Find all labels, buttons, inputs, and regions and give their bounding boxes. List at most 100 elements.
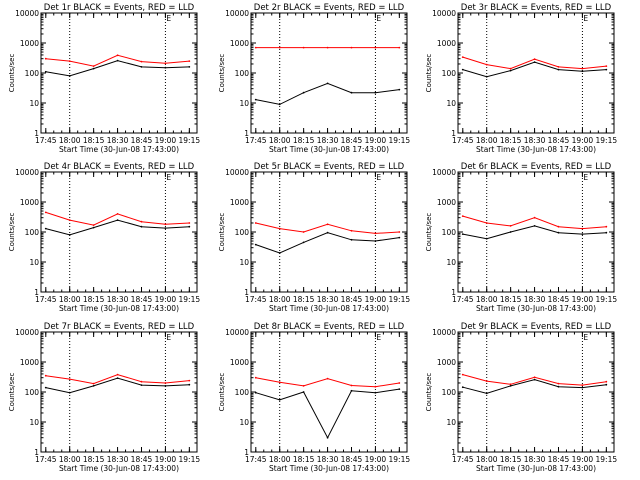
events-data-point	[461, 386, 464, 389]
lld-data-point	[461, 215, 464, 218]
x-tick-label: 18:30	[524, 136, 546, 145]
marker-label: E	[166, 333, 171, 342]
x-tick-label: 18:45	[131, 136, 153, 145]
y-tick-label: 10	[29, 418, 39, 427]
lld-data-point	[254, 46, 257, 49]
x-tick-label: 18:30	[317, 295, 339, 304]
lld-data-point	[374, 46, 377, 49]
y-tick-label: 10	[446, 418, 456, 427]
lld-data-point	[140, 380, 143, 383]
lld-data-point	[581, 227, 584, 230]
events-data-point	[188, 66, 191, 68]
x-tick-label: 19:15	[596, 295, 618, 304]
lld-data-point	[92, 65, 95, 67]
marker-label: E	[583, 14, 588, 23]
x-axis-label: Start Time (30-Jun-08 17:43:00)	[269, 145, 389, 154]
y-tick-label: 100	[25, 69, 40, 78]
plot-frame	[40, 171, 198, 293]
events-series-line	[462, 225, 607, 240]
lld-data-point	[398, 46, 401, 49]
events-data-point	[533, 61, 536, 63]
events-data-point	[278, 398, 281, 401]
lld-data-point	[326, 46, 329, 49]
y-axis-label: Counts/sec	[425, 213, 433, 252]
events-series-line	[45, 377, 190, 394]
lld-data-point	[581, 384, 584, 386]
panel-title: Det 4r BLACK = Events, RED = LLD	[44, 162, 195, 172]
marker-label: E	[376, 173, 381, 182]
lld-data-point	[374, 385, 377, 388]
panel-title: Det 7r BLACK = Events, RED = LLD	[44, 322, 195, 332]
x-tick-label: 19:00	[365, 136, 387, 145]
marker-label: E	[376, 333, 381, 342]
y-tick-label: 10000	[432, 328, 456, 337]
lld-data-point	[188, 60, 191, 62]
events-data-point	[350, 389, 353, 392]
y-tick-label: 1	[451, 129, 456, 138]
events-data-point	[44, 70, 47, 73]
marker-label: E	[166, 173, 171, 182]
x-tick-label: 18:00	[269, 136, 291, 145]
x-tick-label: 18:15	[500, 455, 522, 464]
y-tick-label: 10	[446, 258, 456, 267]
events-data-point	[398, 88, 401, 91]
events-data-point	[509, 385, 512, 387]
x-tick-label: 19:15	[596, 136, 618, 145]
lld-data-point	[509, 225, 512, 227]
x-tick-label: 17:45	[245, 295, 267, 304]
lld-data-point	[92, 382, 95, 385]
x-tick-label: 18:15	[293, 136, 315, 145]
y-tick-label: 10000	[15, 9, 39, 18]
lld-data-point	[116, 213, 119, 215]
events-data-point	[188, 383, 191, 386]
x-tick-label: 18:30	[524, 295, 546, 304]
y-tick-label: 1	[34, 288, 39, 297]
lld-data-point	[278, 46, 281, 49]
plot-frame	[250, 171, 408, 293]
y-axis-label: Counts/sec	[218, 213, 226, 252]
lld-data-point	[302, 385, 305, 387]
y-tick-label: 10	[239, 418, 249, 427]
lld-data-point	[461, 56, 464, 58]
x-tick-label: 17:45	[245, 136, 267, 145]
events-data-point	[254, 98, 257, 101]
detector-panel: Det 6r BLACK = Events, RED = LLD 1 10 100 10…	[425, 162, 617, 313]
x-tick-label: 17:45	[35, 136, 57, 145]
lld-data-point	[398, 382, 401, 384]
x-tick-label: 18:45	[341, 136, 363, 145]
y-tick-label: 1	[451, 288, 456, 297]
y-axis-label: Counts/sec	[218, 54, 226, 93]
events-data-point	[44, 227, 47, 230]
y-tick-label: 100	[442, 388, 457, 397]
detector-panel: Det 3r BLACK = Events, RED = LLD 1 10 100 10…	[425, 3, 617, 154]
y-tick-label: 1000	[230, 358, 249, 367]
lld-data-point	[164, 382, 167, 384]
y-tick-label: 1000	[20, 198, 39, 207]
x-axis-label: Start Time (30-Jun-08 17:43:00)	[476, 145, 596, 154]
x-tick-label: 18:15	[500, 136, 522, 145]
panel-title: Det 2r BLACK = Events, RED = LLD	[254, 3, 405, 13]
events-data-point	[581, 233, 584, 236]
lld-data-point	[509, 67, 512, 70]
x-axis-label: Start Time (30-Jun-08 17:43:00)	[59, 145, 179, 154]
events-data-point	[140, 66, 143, 68]
lld-data-point	[302, 46, 305, 49]
y-tick-label: 10000	[432, 168, 456, 177]
events-data-point	[68, 234, 71, 236]
x-axis-label: Start Time (30-Jun-08 17:43:00)	[269, 304, 389, 313]
events-data-point	[92, 385, 95, 387]
events-data-point	[374, 91, 377, 94]
y-tick-label: 10000	[15, 328, 39, 337]
detector-panel: Det 4r BLACK = Events, RED = LLD 1 10 100 10…	[8, 162, 200, 313]
panel-title: Det 3r BLACK = Events, RED = LLD	[461, 3, 612, 13]
lld-data-point	[605, 380, 608, 383]
y-tick-label: 1000	[20, 39, 39, 48]
x-tick-label: 18:15	[293, 455, 315, 464]
events-data-point	[188, 225, 191, 228]
y-tick-label: 1000	[437, 198, 456, 207]
x-tick-label: 18:45	[131, 455, 153, 464]
lld-data-point	[485, 380, 488, 382]
y-tick-label: 10	[29, 99, 39, 108]
y-tick-label: 1	[34, 129, 39, 138]
